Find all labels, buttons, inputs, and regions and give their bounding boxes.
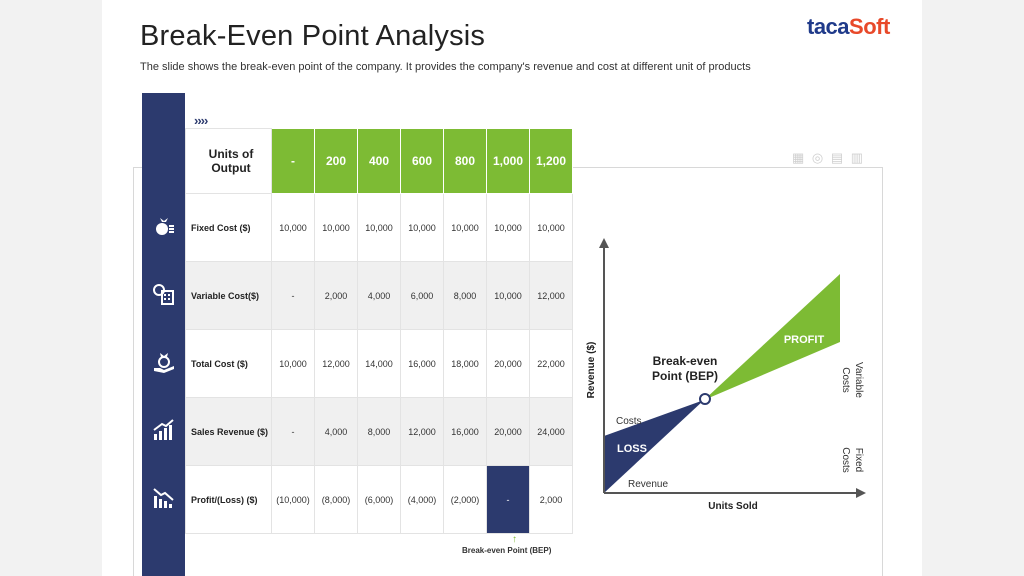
table-cell: 14,000 bbox=[357, 329, 401, 398]
calculator-icon bbox=[153, 284, 174, 305]
table-cell: 16,000 bbox=[443, 397, 487, 466]
table-row: Sales Revenue ($) - 4,000 8,000 12,000 1… bbox=[185, 397, 573, 466]
table-cell: 10,000 bbox=[486, 193, 530, 262]
table-cell: 12,000 bbox=[529, 261, 573, 330]
column-header: 400 bbox=[357, 128, 401, 194]
toolbar-icons: ▦ ◎ ▤ ▥ bbox=[792, 150, 866, 165]
table-cell: 4,000 bbox=[314, 397, 358, 466]
bep-label-line1: Break-even bbox=[653, 354, 718, 368]
row-label: Variable Cost($) bbox=[185, 261, 272, 330]
table-cell: (4,000) bbox=[400, 465, 444, 534]
table-cell: - bbox=[271, 261, 315, 330]
column-header: 1,000 bbox=[486, 128, 530, 194]
break-even-table: Units of Output - 200 400 600 800 1,000 … bbox=[185, 128, 573, 534]
fixed-costs-label-line2: Costs bbox=[840, 447, 851, 473]
column-header: 1,200 bbox=[529, 128, 573, 194]
table-cell: (2,000) bbox=[443, 465, 487, 534]
x-axis-arrow-icon bbox=[856, 488, 866, 498]
bep-label-line2: Point (BEP) bbox=[652, 369, 718, 383]
table-cell: 10,000 bbox=[400, 193, 444, 262]
table-row: Variable Cost($) - 2,000 4,000 6,000 8,0… bbox=[185, 261, 573, 330]
table-cell: 20,000 bbox=[486, 329, 530, 398]
table-row: Profit/(Loss) ($) (10,000) (8,000) (6,00… bbox=[185, 465, 573, 534]
decline-chart-icon bbox=[153, 488, 174, 508]
table-cell: 10,000 bbox=[271, 329, 315, 398]
table-cell: 12,000 bbox=[400, 397, 444, 466]
x-axis-label: Units Sold bbox=[708, 501, 757, 512]
table-cell: 10,000 bbox=[271, 193, 315, 262]
table-cell: 22,000 bbox=[529, 329, 573, 398]
loss-label: LOSS bbox=[617, 443, 647, 455]
table-row: Fixed Cost ($) 10,000 10,000 10,000 10,0… bbox=[185, 193, 573, 262]
bep-cell: - bbox=[486, 465, 530, 534]
table-cell: 10,000 bbox=[529, 193, 573, 262]
table-cell: 6,000 bbox=[400, 261, 444, 330]
money-bag-icon bbox=[156, 218, 174, 235]
growth-chart-icon bbox=[153, 419, 174, 440]
table-cell: 8,000 bbox=[357, 397, 401, 466]
table-header-row: Units of Output - 200 400 600 800 1,000 … bbox=[185, 128, 573, 194]
table-cell: 24,000 bbox=[529, 397, 573, 466]
revenue-label: Revenue bbox=[628, 479, 668, 490]
table-cell: 12,000 bbox=[314, 329, 358, 398]
y-axis-arrow-icon bbox=[599, 238, 609, 248]
table-cell: 2,000 bbox=[314, 261, 358, 330]
company-logo: tacaSoft bbox=[807, 14, 890, 40]
column-header: - bbox=[271, 128, 315, 194]
logo-accent: Soft bbox=[849, 14, 890, 39]
page-title: Break-Even Point Analysis bbox=[140, 20, 486, 52]
table-cell: (10,000) bbox=[271, 465, 315, 534]
table-cell: 10,000 bbox=[486, 261, 530, 330]
column-header: 200 bbox=[314, 128, 358, 194]
profit-label: PROFIT bbox=[784, 334, 825, 346]
column-header: 800 bbox=[443, 128, 487, 194]
table-cell: 10,000 bbox=[443, 193, 487, 262]
bep-caption: Break-even Point (BEP) bbox=[462, 546, 552, 555]
table-cell: 10,000 bbox=[314, 193, 358, 262]
table-cell: 10,000 bbox=[357, 193, 401, 262]
row-label: Total Cost ($) bbox=[185, 329, 272, 398]
table-cell: 20,000 bbox=[486, 397, 530, 466]
table-cell: 18,000 bbox=[443, 329, 487, 398]
table-cell: (8,000) bbox=[314, 465, 358, 534]
table-cell: 16,000 bbox=[400, 329, 444, 398]
table-cell: (6,000) bbox=[357, 465, 401, 534]
table-cell: 8,000 bbox=[443, 261, 487, 330]
row-label: Sales Revenue ($) bbox=[185, 397, 272, 466]
costs-label: Costs bbox=[616, 416, 642, 427]
row-label: Profit/(Loss) ($) bbox=[185, 465, 272, 534]
bep-arrow-icon: ↑ bbox=[512, 534, 517, 545]
table-row: Total Cost ($) 10,000 12,000 14,000 16,0… bbox=[185, 329, 573, 398]
y-axis-label: Revenue ($) bbox=[586, 342, 597, 399]
chevrons-icon: ›››› bbox=[194, 113, 208, 128]
header-label: Units of Output bbox=[185, 128, 272, 194]
loss-region bbox=[604, 400, 704, 493]
table-cell: 2,000 bbox=[529, 465, 573, 534]
slide: Break-Even Point Analysis The slide show… bbox=[102, 0, 922, 576]
icon-sidebar bbox=[142, 93, 185, 576]
page-subtitle: The slide shows the break-even point of … bbox=[140, 61, 751, 73]
table-cell: 4,000 bbox=[357, 261, 401, 330]
hand-money-icon bbox=[154, 353, 174, 373]
table-cell: - bbox=[271, 397, 315, 466]
fixed-costs-label-line1: Fixed bbox=[853, 448, 864, 472]
row-label: Fixed Cost ($) bbox=[185, 193, 272, 262]
column-header: 600 bbox=[400, 128, 444, 194]
variable-costs-label-line2: Costs bbox=[840, 367, 851, 393]
variable-costs-label-line1: Variable bbox=[853, 362, 864, 398]
logo-main: taca bbox=[807, 14, 850, 39]
break-even-diagram: Revenue ($) Units Sold Break-even Point … bbox=[586, 238, 866, 512]
profit-region bbox=[704, 274, 840, 400]
bep-marker-icon bbox=[699, 393, 711, 405]
